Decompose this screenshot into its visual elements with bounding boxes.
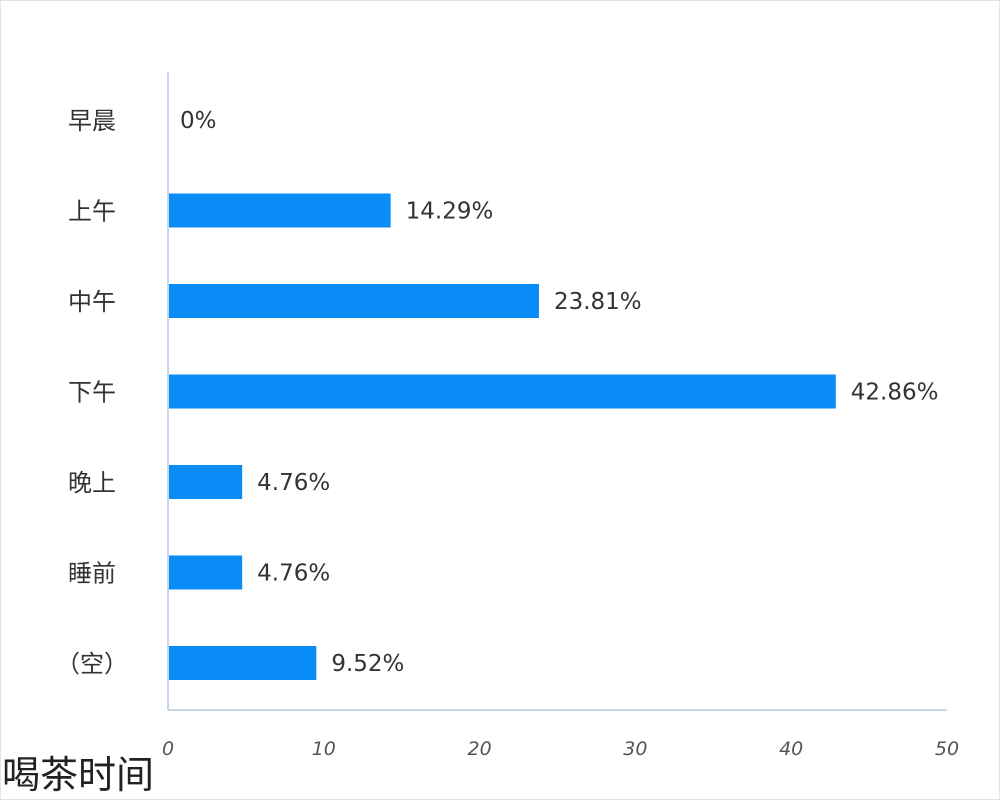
value-label: 14.29%: [406, 199, 494, 225]
category-label: 晚上: [68, 469, 116, 497]
category-label: 上午: [68, 198, 116, 226]
x-tick-label: 30: [623, 738, 647, 760]
bar-2: [169, 284, 539, 318]
bar-1: [169, 193, 391, 228]
category-label: 中午: [68, 288, 116, 316]
value-label: 4.76%: [257, 561, 330, 587]
category-label: （空）: [56, 650, 128, 678]
labels-layer: 早晨 0% 上午 14.29% 中午 23.81% 下午 42.86% 晚上 4.76% 睡前 4.7…: [56, 107, 938, 678]
x-tick-label: 40: [779, 738, 803, 760]
bar-4: [169, 465, 243, 499]
bars-layer: [169, 193, 836, 680]
axis-layer: 0 10 20 30 40 50: [162, 72, 959, 760]
value-label: 0%: [180, 108, 217, 134]
value-label: 42.86%: [851, 380, 939, 406]
chart-title: 喝茶时间: [2, 753, 155, 797]
category-label: 早晨: [68, 107, 116, 135]
x-tick-label: 0: [162, 738, 174, 760]
x-tick-label: 10: [312, 738, 336, 760]
value-label: 9.52%: [331, 651, 404, 677]
category-label: 下午: [68, 379, 116, 407]
value-label: 23.81%: [554, 289, 642, 315]
x-tick-label: 20: [468, 738, 492, 760]
bar-6: [169, 646, 317, 680]
value-label: 4.76%: [257, 470, 330, 496]
bar-5: [169, 555, 243, 590]
x-tick-label: 50: [935, 738, 959, 760]
category-label: 睡前: [68, 560, 116, 588]
bar-3: [169, 374, 836, 409]
